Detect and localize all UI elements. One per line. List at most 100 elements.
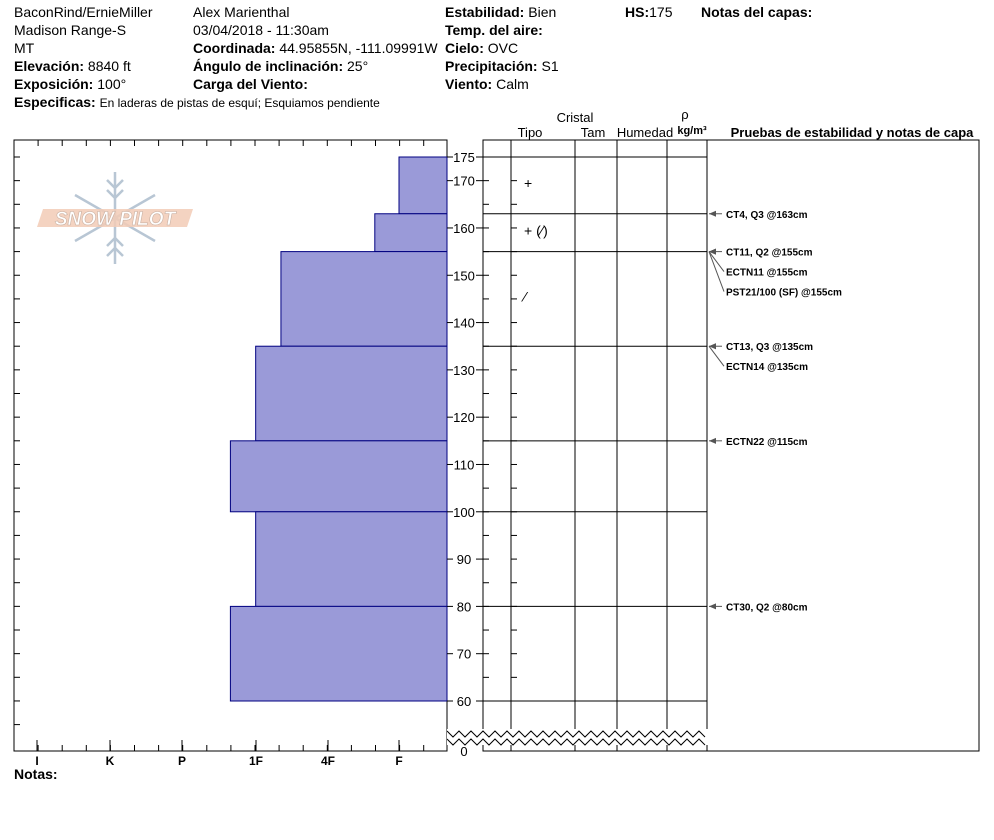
- depth-label: 130: [453, 363, 475, 378]
- slope-value: 25°: [347, 58, 369, 74]
- specifics-value: En laderas de pistas de esquí; Esquiamos…: [99, 96, 380, 110]
- test-arrow-head: [709, 343, 716, 350]
- depth-label: 140: [453, 316, 475, 331]
- stability-value: Bien: [528, 4, 557, 20]
- wind-label: Viento:: [445, 76, 493, 92]
- hardness-bar: [280, 251, 448, 347]
- slope-label: Ángulo de inclinación:: [193, 58, 344, 74]
- site-name: BaconRind/ErnieMiller: [14, 4, 153, 20]
- conditions-block: Estabilidad: Bien Temp. del aire: Cielo:…: [445, 3, 559, 93]
- header-tests: Pruebas de estabilidad y notas de capa: [731, 125, 975, 140]
- test-arrow-head: [709, 437, 716, 444]
- range-name: Madison Range-S: [14, 22, 127, 38]
- header-type: Tipo: [518, 125, 543, 140]
- notes-label: Notas:: [14, 766, 58, 782]
- logo-text: SNOW PILOT: [55, 209, 177, 230]
- hardness-bars: [229, 156, 448, 702]
- header-rho: ρ: [681, 107, 688, 122]
- test-label: CT11, Q2 @155cm: [726, 248, 813, 259]
- break-mask: [447, 729, 709, 745]
- hardness-label: 4F: [321, 754, 335, 768]
- stability-test: CT30, Q2 @80cm: [709, 602, 808, 613]
- depth-label: 90: [457, 552, 471, 567]
- depth-label: 60: [457, 694, 471, 709]
- stability-test: CT4, Q3 @163cm: [709, 210, 808, 221]
- hs-label: HS:: [625, 4, 650, 20]
- zigzag-line: [446, 730, 706, 738]
- test-label: ECTN11 @155cm: [726, 268, 808, 279]
- slope-row: Ángulo de inclinación: 25°: [193, 57, 438, 75]
- stability-row: Estabilidad: Bien: [445, 3, 559, 21]
- crystal-symbol: ⁄: [521, 289, 529, 305]
- test-label: CT4, Q3 @163cm: [726, 210, 808, 221]
- hardness-bar: [398, 156, 448, 215]
- depth-label: 170: [453, 174, 475, 189]
- crystal-symbols: + + (⁄) ⁄: [521, 175, 548, 305]
- test-label: ECTN14 @135cm: [726, 362, 808, 373]
- hs-row: HS:175: [625, 3, 672, 21]
- test-arrow-head: [709, 210, 716, 217]
- wind-load-label: Carga del Viento:: [193, 76, 308, 92]
- depth-label: 175: [453, 150, 475, 165]
- precip-label: Precipitación:: [445, 58, 538, 74]
- stability-tests: CT4, Q3 @163cm CT11, Q2 @155cm ECTN11 @155…: [708, 210, 842, 613]
- depth-label: 70: [457, 647, 471, 662]
- sky-label: Cielo:: [445, 40, 484, 56]
- specifics-row: Especificas: En laderas de pistas de esq…: [14, 93, 380, 112]
- test-arrow-head: [709, 248, 716, 255]
- hardness-label: F: [395, 754, 402, 768]
- air-temp-label: Temp. del aire:: [445, 22, 543, 38]
- state-name: MT: [14, 40, 35, 56]
- hardness-axis: I K P 1F 4F F: [13, 140, 425, 768]
- test-label: CT13, Q3 @135cm: [726, 342, 813, 353]
- hs-value: 175: [649, 4, 673, 20]
- depth-label: 0: [460, 744, 467, 759]
- depth-axis: 175 170 160 150 140 130 120 110 100 90 80 70 60 0: [447, 150, 483, 759]
- sky-value: OVC: [487, 40, 519, 56]
- depth-label: 80: [457, 599, 471, 614]
- layer-notes-label: Notas del capas:: [701, 4, 813, 20]
- coordinate-label: Coordinada:: [193, 40, 276, 56]
- snowpilot-logo: SNOW PILOT: [37, 172, 193, 264]
- stability-label: Estabilidad:: [445, 4, 525, 20]
- stability-test: CT13, Q3 @135cm: [709, 342, 813, 353]
- aspect-label: Exposición:: [14, 76, 94, 92]
- header-density-unit: kg/m³: [677, 125, 707, 137]
- header-crystal: Cristal: [557, 110, 594, 125]
- hardness-label: I: [35, 754, 38, 768]
- hardness-bar: [255, 511, 448, 607]
- test-label: CT30, Q2 @80cm: [726, 602, 808, 613]
- wind-load-row: Carga del Viento:: [193, 75, 438, 93]
- depth-label: 120: [453, 410, 475, 425]
- hardness-label: P: [178, 754, 186, 768]
- crystal-symbol: + (⁄): [524, 222, 548, 238]
- notes-row: Notas:: [14, 765, 58, 783]
- table-layer-lines: [483, 156, 707, 702]
- header-size: Tam: [581, 125, 606, 140]
- precip-row: Precipitación: S1: [445, 57, 559, 75]
- test-label: PST21/100 (SF) @155cm: [726, 288, 842, 299]
- observer-name: Alex Marienthal: [193, 4, 290, 20]
- stability-test: PST21/100 (SF) @155cm: [708, 248, 842, 299]
- hardness-bar: [229, 440, 448, 513]
- hardness-label: 1F: [249, 754, 263, 768]
- air-temp-row: Temp. del aire:: [445, 21, 559, 39]
- header-moisture: Humedad: [617, 125, 673, 140]
- elevation-label: Elevación:: [14, 58, 85, 74]
- coordinate-value: 44.95855N, -111.09991W: [279, 40, 438, 56]
- test-arrow-line: [708, 345, 725, 367]
- hardness-bar: [255, 345, 448, 442]
- depth-label: 100: [453, 505, 475, 520]
- observation-datetime: 03/04/2018 - 11:30am: [193, 22, 329, 38]
- table-depth-ticks: [483, 156, 517, 702]
- hardness-label: K: [106, 754, 115, 768]
- precip-value: S1: [541, 58, 559, 74]
- location-block: BaconRind/ErnieMiller Madison Range-S MT…: [14, 3, 153, 93]
- table-columns: [510, 140, 708, 751]
- test-label: ECTN22 @115cm: [726, 437, 808, 448]
- depth-break-zigzag: [446, 729, 709, 746]
- elevation-row: Elevación: 8840 ft: [14, 57, 153, 75]
- test-arrow-line: [708, 251, 725, 292]
- wind-row: Viento: Calm: [445, 75, 559, 93]
